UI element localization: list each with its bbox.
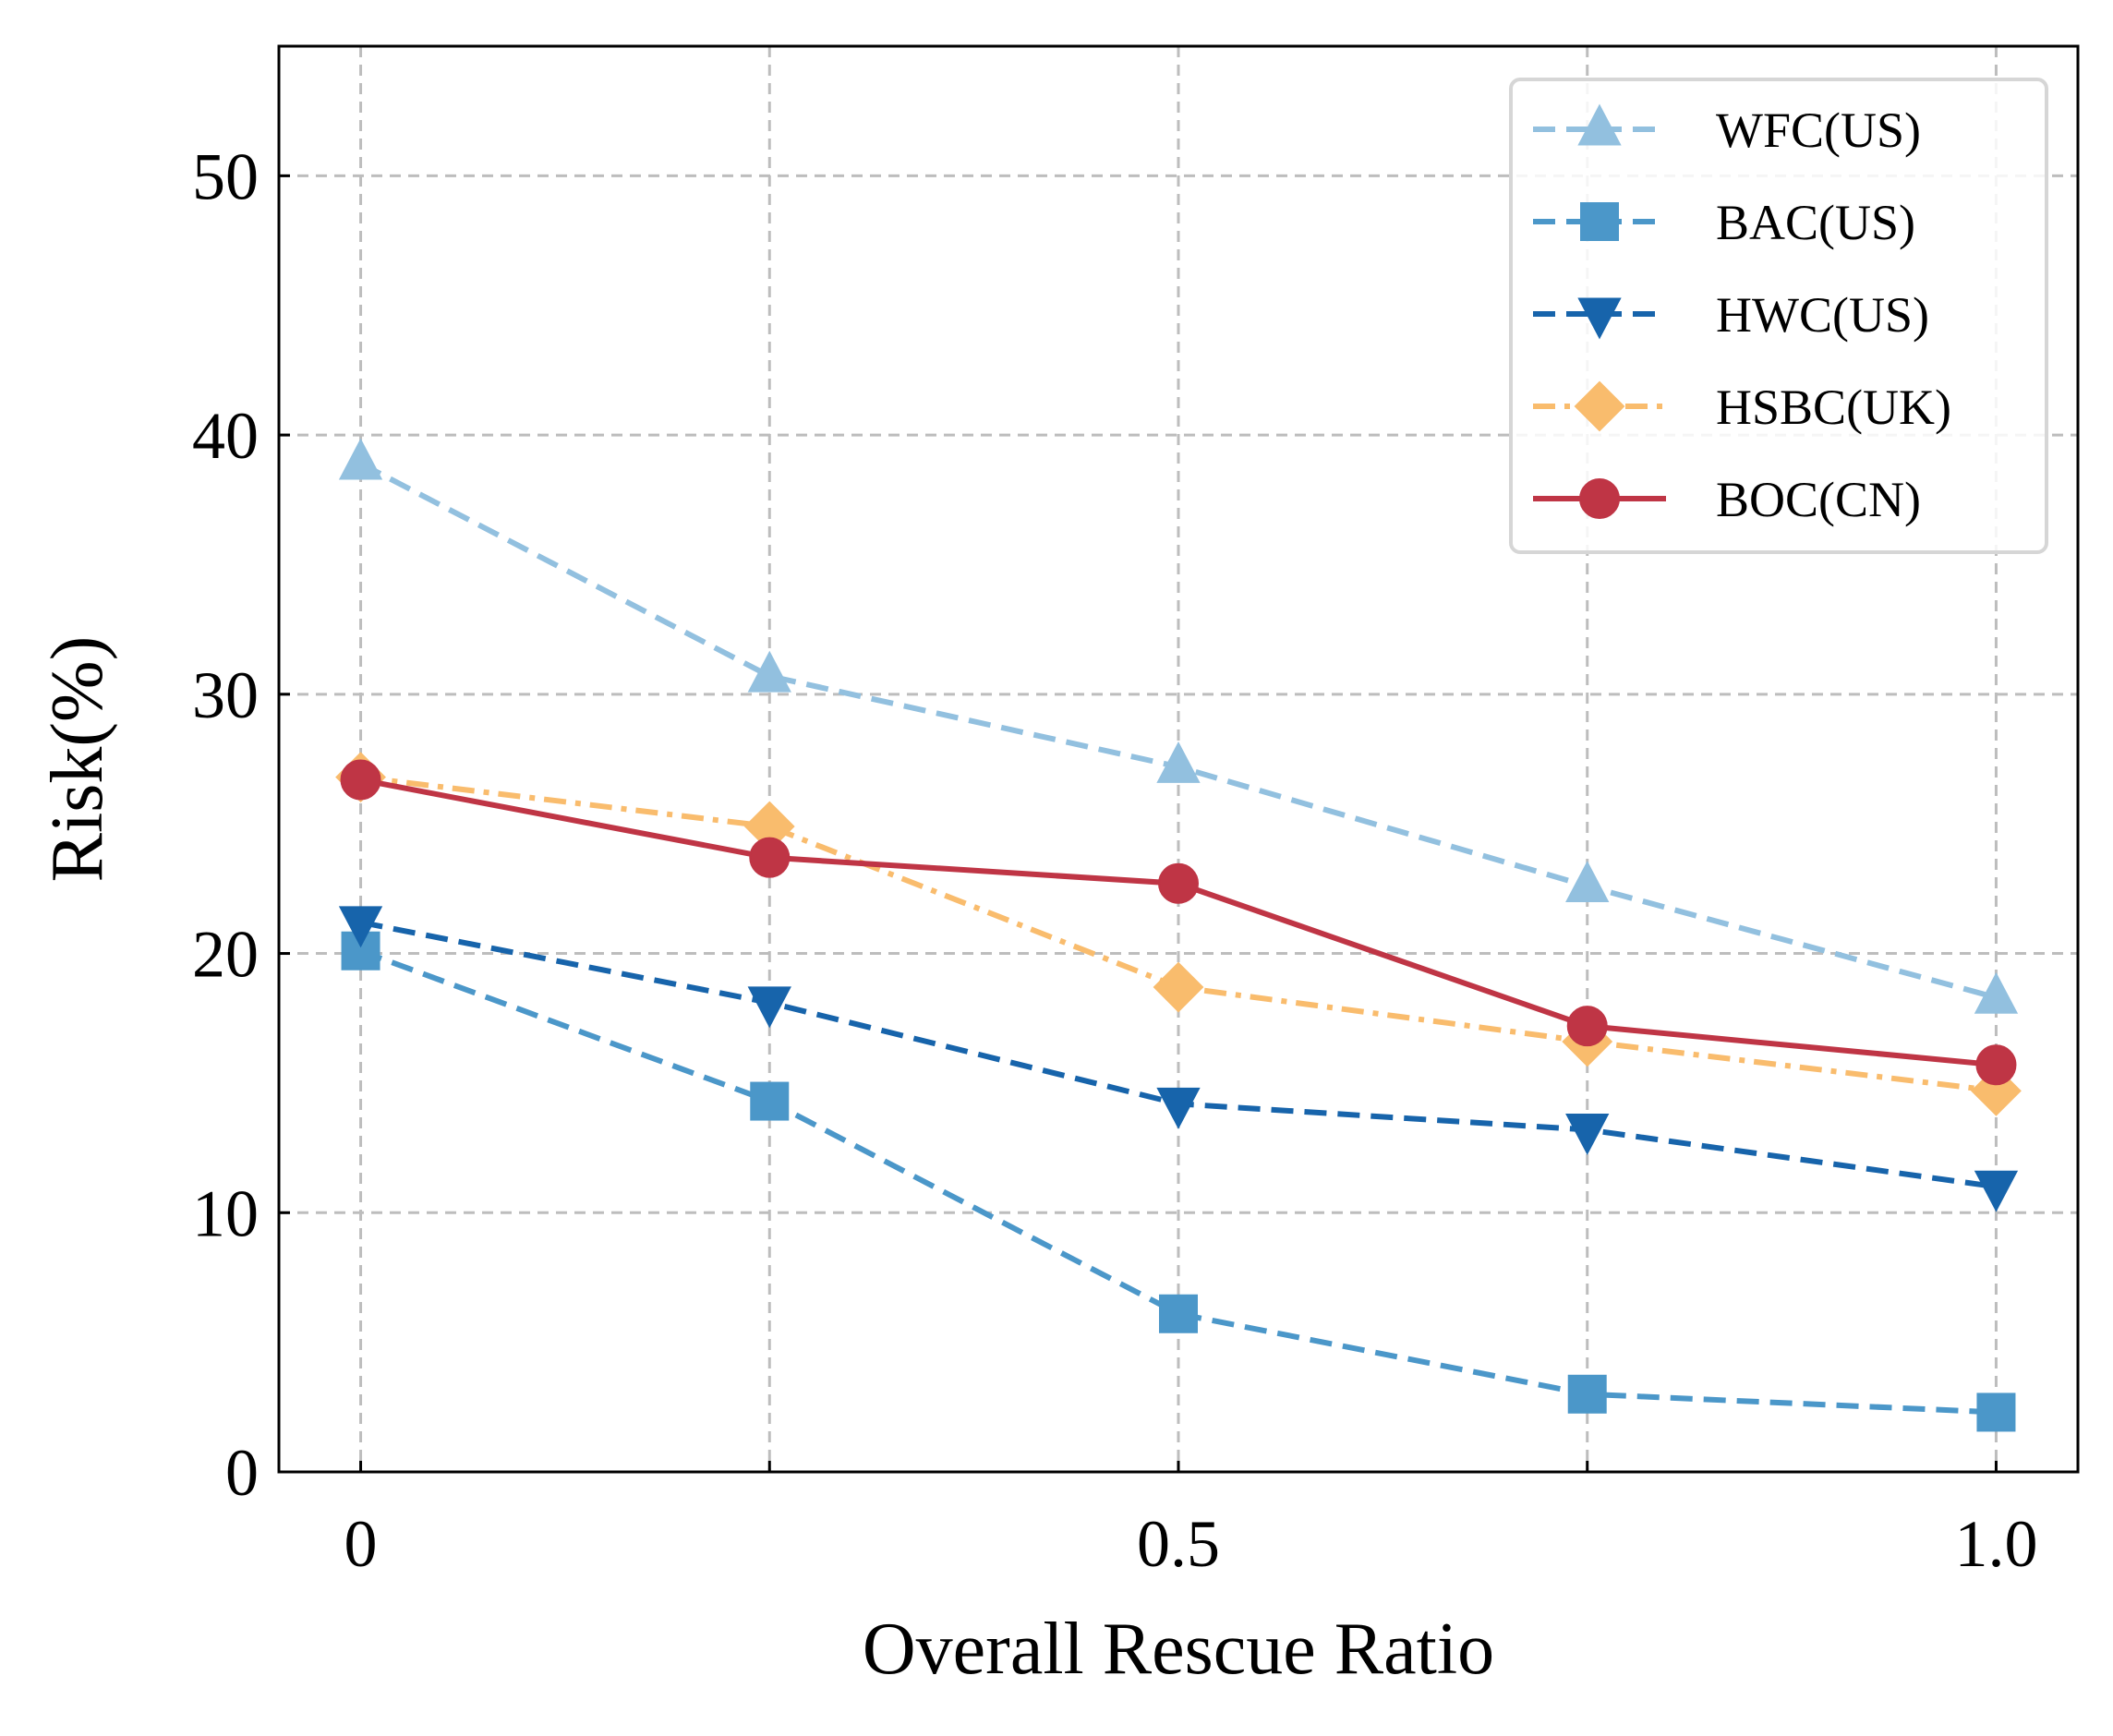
data-point-wfc-us — [338, 438, 383, 480]
data-point-wfc-us — [1974, 971, 2019, 1014]
data-point-hwc-us — [1974, 1170, 2019, 1212]
y-tick-label: 0 — [225, 1436, 259, 1510]
series-hwc-us — [338, 906, 2019, 1212]
series-boc-cn — [340, 759, 2017, 1086]
legend: WFC(US) BAC(US) HWC(US) HSBC(UK) BOC(CN) — [1509, 78, 2048, 554]
legend-box — [1509, 78, 2048, 554]
x-tick-label: 0.5 — [1137, 1507, 1220, 1581]
legend-item-bac-us: BAC(US) — [1533, 195, 1915, 250]
data-point-hwc-us — [1156, 1087, 1201, 1129]
legend-label: WFC(US) — [1716, 102, 1921, 158]
data-point-bac-us — [750, 1081, 790, 1121]
data-point-bac-us — [1567, 1374, 1607, 1414]
y-tick-label: 40 — [192, 399, 259, 473]
data-point-boc-cn — [1566, 1006, 1608, 1047]
legend-label: BOC(CN) — [1716, 472, 1921, 527]
y-tick-label: 10 — [192, 1176, 259, 1250]
legend-marker — [1577, 103, 1622, 146]
x-axis-title: Overall Rescue Ratio — [863, 1609, 1494, 1690]
data-point-bac-us — [1159, 1294, 1198, 1333]
data-point-hsbc-uk — [1153, 961, 1204, 1013]
series-wfc-us — [338, 438, 2019, 1014]
x-tick-label: 0 — [344, 1507, 378, 1581]
data-point-hwc-us — [338, 906, 383, 948]
y-tick-label: 20 — [192, 918, 259, 992]
legend-label: HSBC(UK) — [1716, 380, 1951, 435]
y-axis-title: Risk(%) — [37, 636, 118, 883]
data-point-boc-cn — [1975, 1044, 2017, 1086]
data-point-boc-cn — [1158, 862, 1199, 904]
legend-item-hwc-us: HWC(US) — [1533, 287, 1929, 343]
x-tick-label: 1.0 — [1954, 1507, 2037, 1581]
y-tick-label: 30 — [192, 658, 259, 732]
data-point-boc-cn — [749, 837, 791, 878]
data-point-hwc-us — [1565, 1113, 1610, 1155]
data-point-wfc-us — [1565, 861, 1610, 903]
y-tick-label: 50 — [192, 139, 259, 213]
legend-item-boc-cn: BOC(CN) — [1533, 472, 1921, 527]
legend-marker — [1580, 202, 1619, 241]
legend-label: BAC(US) — [1716, 195, 1915, 250]
legend-item-wfc-us: WFC(US) — [1533, 102, 1921, 158]
axis-ticks: 0 0.5 1.0 0 10 20 30 40 50 — [192, 139, 2037, 1581]
legend-marker — [1574, 380, 1625, 432]
legend-marker — [1577, 297, 1622, 340]
data-point-wfc-us — [747, 650, 791, 693]
legend-marker — [1579, 478, 1620, 519]
legend-label: HWC(US) — [1716, 287, 1929, 343]
data-point-boc-cn — [340, 759, 381, 801]
series-lines — [335, 438, 2022, 1432]
data-point-bac-us — [1976, 1392, 2016, 1432]
data-point-wfc-us — [1156, 741, 1201, 783]
data-point-hwc-us — [747, 986, 791, 1029]
series-line-bac-us — [359, 947, 1997, 1416]
legend-item-hsbc-uk: HSBC(UK) — [1533, 380, 1951, 435]
